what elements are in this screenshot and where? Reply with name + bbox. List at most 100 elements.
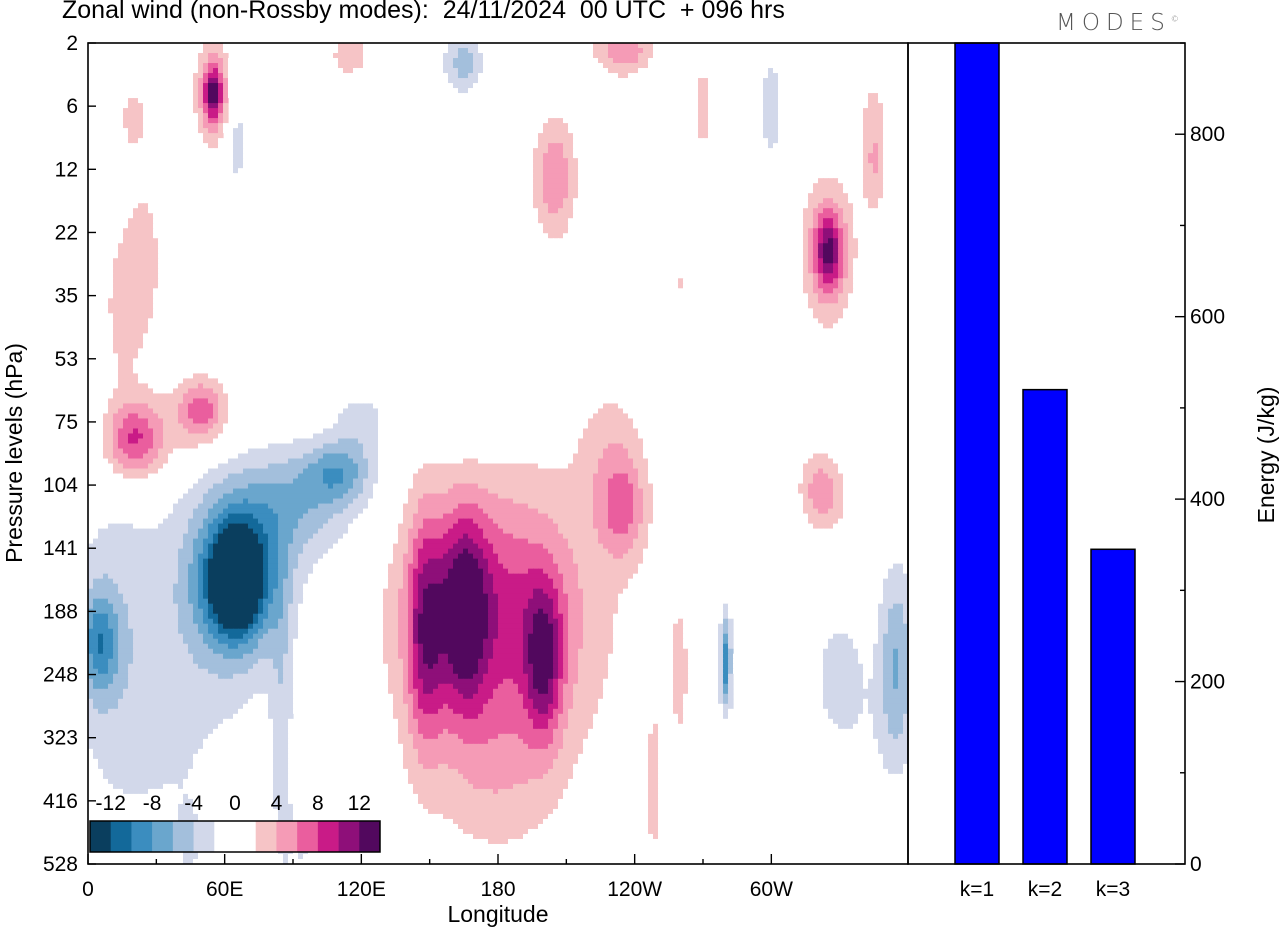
heatmap-cell (233, 123, 239, 129)
heatmap-cell (198, 428, 204, 435)
heatmap-cell (828, 283, 834, 289)
heatmap-cell (833, 193, 839, 199)
heatmap-cell (173, 428, 179, 435)
heatmap-cell (198, 488, 204, 495)
heatmap-cell (568, 223, 574, 229)
heatmap-cell (673, 318, 679, 324)
heatmap-cell (113, 423, 119, 430)
heatmap-cell (153, 443, 159, 450)
heatmap-cell (263, 458, 269, 465)
heatmap-cell (138, 233, 144, 239)
heatmap-cell (113, 268, 119, 274)
heatmap-cell (433, 333, 439, 339)
heatmap-cell (233, 458, 239, 465)
heatmap-cell (638, 448, 644, 455)
heatmap-cell (128, 433, 134, 440)
heatmap-cell (598, 443, 604, 450)
heatmap-cell (833, 293, 839, 299)
heatmap-cell (273, 338, 279, 344)
heatmap-cell (448, 508, 454, 515)
heatmap-cell (228, 188, 234, 194)
heatmap-cell (833, 323, 839, 329)
heatmap-cell (168, 438, 174, 445)
heatmap-cell (228, 308, 234, 314)
heatmap-cell (143, 203, 149, 209)
heatmap-cell (168, 388, 174, 395)
heatmap-cell (873, 108, 879, 114)
heatmap-cell (138, 328, 144, 334)
heatmap-cell (108, 348, 114, 354)
heatmap-cell (833, 273, 839, 279)
heatmap-cell (203, 508, 209, 515)
heatmap-cell (823, 453, 829, 460)
heatmap-cell (218, 53, 224, 59)
heatmap-cell (633, 63, 639, 69)
heatmap-cell (213, 48, 219, 54)
heatmap-cell (238, 118, 244, 124)
heatmap-cell (438, 298, 444, 304)
heatmap-cell (348, 468, 354, 475)
heatmap-cell (773, 143, 779, 149)
heatmap-cell (548, 473, 554, 480)
heatmap-cell (568, 133, 574, 139)
heatmap-cell (658, 268, 664, 274)
heatmap-cell (493, 463, 499, 470)
heatmap-cell (228, 343, 234, 349)
heatmap-cell (453, 63, 459, 69)
heatmap-cell (873, 188, 879, 194)
heatmap-cell (283, 488, 289, 495)
heatmap-cell (843, 293, 849, 299)
heatmap-cell (368, 438, 374, 445)
heatmap-cell (528, 138, 534, 144)
heatmap-cell (233, 138, 239, 144)
heatmap-cell (208, 73, 214, 79)
heatmap-cell (193, 108, 199, 114)
heatmap-cell (598, 393, 604, 400)
heatmap-cell (598, 423, 604, 430)
heatmap-cell (443, 328, 449, 334)
heatmap-cell (648, 453, 654, 460)
heatmap-cell (653, 463, 659, 470)
heatmap-cell (108, 293, 114, 299)
heatmap-cell (553, 478, 559, 485)
heatmap-cell (463, 83, 469, 89)
heatmap-cell (833, 298, 839, 304)
heatmap-cell (503, 483, 509, 490)
heatmap-cell (103, 458, 109, 465)
heatmap-cell (153, 408, 159, 415)
heatmap-cell (853, 238, 859, 244)
heatmap-cell (298, 278, 304, 284)
heatmap-cell (273, 463, 279, 470)
heatmap-cell (523, 443, 529, 450)
heatmap-cell (818, 233, 824, 239)
heatmap-cell (628, 433, 634, 440)
heatmap-cell (878, 123, 884, 129)
heatmap-cell (238, 93, 244, 99)
heatmap-cell (448, 503, 454, 510)
heatmap-cell (93, 428, 99, 435)
heatmap-cell (363, 388, 369, 395)
heatmap-cell (778, 103, 784, 109)
heatmap-cell (553, 98, 559, 104)
heatmap-cell (293, 518, 299, 525)
heatmap-cell (228, 463, 234, 470)
heatmap-cell (253, 473, 259, 480)
heatmap-cell (153, 418, 159, 425)
heatmap-cell (573, 508, 579, 515)
heatmap-cell (108, 323, 114, 329)
heatmap-cell (128, 338, 134, 344)
heatmap-cell (468, 58, 474, 64)
heatmap-cell (458, 58, 464, 64)
heatmap-cell (803, 473, 809, 480)
heatmap-cell (143, 343, 149, 349)
heatmap-cell (408, 468, 414, 475)
heatmap-cell (433, 318, 439, 324)
heatmap-cell (473, 498, 479, 505)
heatmap-cell (563, 448, 569, 455)
heatmap-cell (533, 213, 539, 219)
heatmap-cell (198, 478, 204, 485)
heatmap-cell (243, 168, 249, 174)
heatmap-cell (463, 483, 469, 490)
heatmap-cell (433, 328, 439, 334)
heatmap-cell (108, 278, 114, 284)
